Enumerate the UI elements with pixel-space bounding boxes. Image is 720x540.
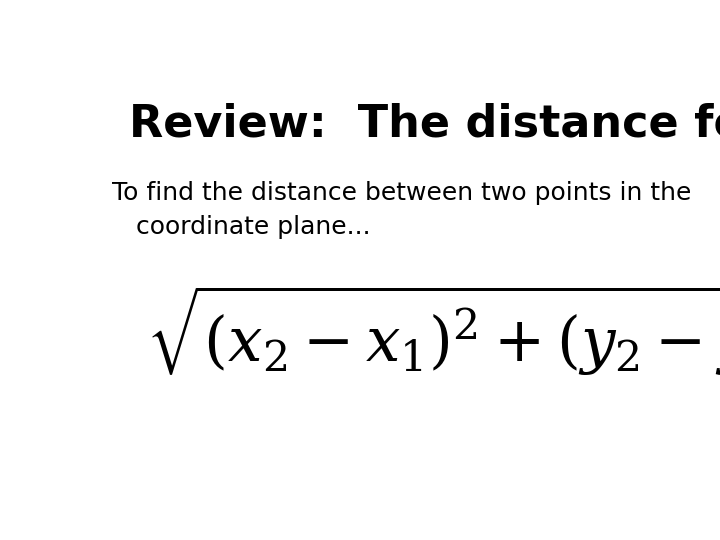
Text: $\sqrt{(x_2 - x_1)^2 + (y_2 - y_1)^2}$: $\sqrt{(x_2 - x_1)^2 + (y_2 - y_1)^2}$ <box>145 284 720 378</box>
Text: To find the distance between two points in the
   coordinate plane...: To find the distance between two points … <box>112 181 692 239</box>
Text: Review:  The distance formula: Review: The distance formula <box>129 102 720 145</box>
